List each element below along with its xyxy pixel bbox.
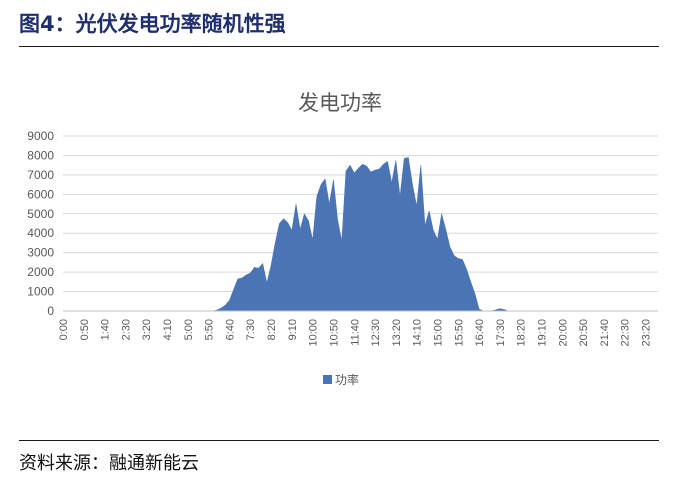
x-tick-label: 6:40 xyxy=(224,319,236,340)
x-tick-label: 10:00 xyxy=(308,319,320,347)
x-tick-label: 1:40 xyxy=(100,319,112,340)
x-tick-label: 2:30 xyxy=(120,319,132,340)
series-layer xyxy=(63,157,658,312)
x-tick-label: 9:10 xyxy=(287,319,299,340)
y-tick-label: 2000 xyxy=(27,265,54,279)
x-tick-label: 21:40 xyxy=(599,319,611,347)
x-tick-label: 13:20 xyxy=(391,319,403,347)
x-tick-label: 0:50 xyxy=(79,319,91,340)
top-rule xyxy=(19,46,659,47)
x-tick-label: 3:20 xyxy=(141,319,153,340)
legend: 功率 xyxy=(323,372,359,387)
y-tick-label: 0 xyxy=(47,304,54,318)
legend-label: 功率 xyxy=(335,372,359,387)
x-tick-label: 12:30 xyxy=(370,319,382,347)
y-tick-label: 1000 xyxy=(27,285,54,299)
chart-title: 发电功率 xyxy=(298,91,382,115)
x-tick-label: 0:00 xyxy=(58,319,70,340)
y-tick-label: 9000 xyxy=(27,129,54,143)
source-note: 资料来源：融通新能云 xyxy=(19,453,199,474)
x-tick-label: 20:50 xyxy=(578,319,590,347)
x-tick-label: 15:50 xyxy=(453,319,465,347)
y-tick-label: 7000 xyxy=(27,168,54,182)
x-tick-label: 11:40 xyxy=(349,319,361,346)
y-tick-label: 5000 xyxy=(27,207,54,221)
y-axis-ticks: 0 1000 2000 3000 4000 5000 6000 7000 8000 9000 xyxy=(27,129,54,318)
x-tick-label: 23:20 xyxy=(641,319,653,347)
figure-title: 图4：光伏发电功率随机性强 xyxy=(19,12,286,36)
x-axis-ticks: 0:00 0:50 1:40 2:30 3:20 4:10 5:00 5:50 6:40 7:30… xyxy=(58,319,653,347)
x-tick-label: 19:10 xyxy=(537,319,549,347)
x-tick-label: 4:10 xyxy=(162,319,174,340)
series-area-0 xyxy=(63,157,658,312)
y-tick-label: 8000 xyxy=(27,148,54,162)
x-tick-label: 22:30 xyxy=(620,319,632,347)
x-tick-label: 18:20 xyxy=(516,319,528,347)
bottom-rule xyxy=(19,440,659,441)
y-tick-label: 6000 xyxy=(27,187,54,201)
x-tick-label: 20:00 xyxy=(557,319,569,347)
y-tick-label: 3000 xyxy=(27,246,54,260)
x-tick-label: 7:30 xyxy=(245,319,257,340)
legend-swatch xyxy=(323,375,332,384)
x-tick-label: 17:30 xyxy=(495,319,507,347)
x-tick-label: 14:10 xyxy=(412,319,424,347)
x-tick-label: 8:20 xyxy=(266,319,278,340)
y-tick-label: 4000 xyxy=(27,226,54,240)
x-tick-label: 16:40 xyxy=(474,319,486,347)
x-tick-label: 15:00 xyxy=(432,319,444,347)
chart: 发电功率 0 1000 2000 3000 4000 5000 6000 7000 8000 90… xyxy=(27,91,658,387)
x-tick-label: 5:00 xyxy=(183,319,195,340)
x-tick-label: 10:50 xyxy=(328,319,340,347)
x-tick-label: 5:50 xyxy=(204,319,216,340)
